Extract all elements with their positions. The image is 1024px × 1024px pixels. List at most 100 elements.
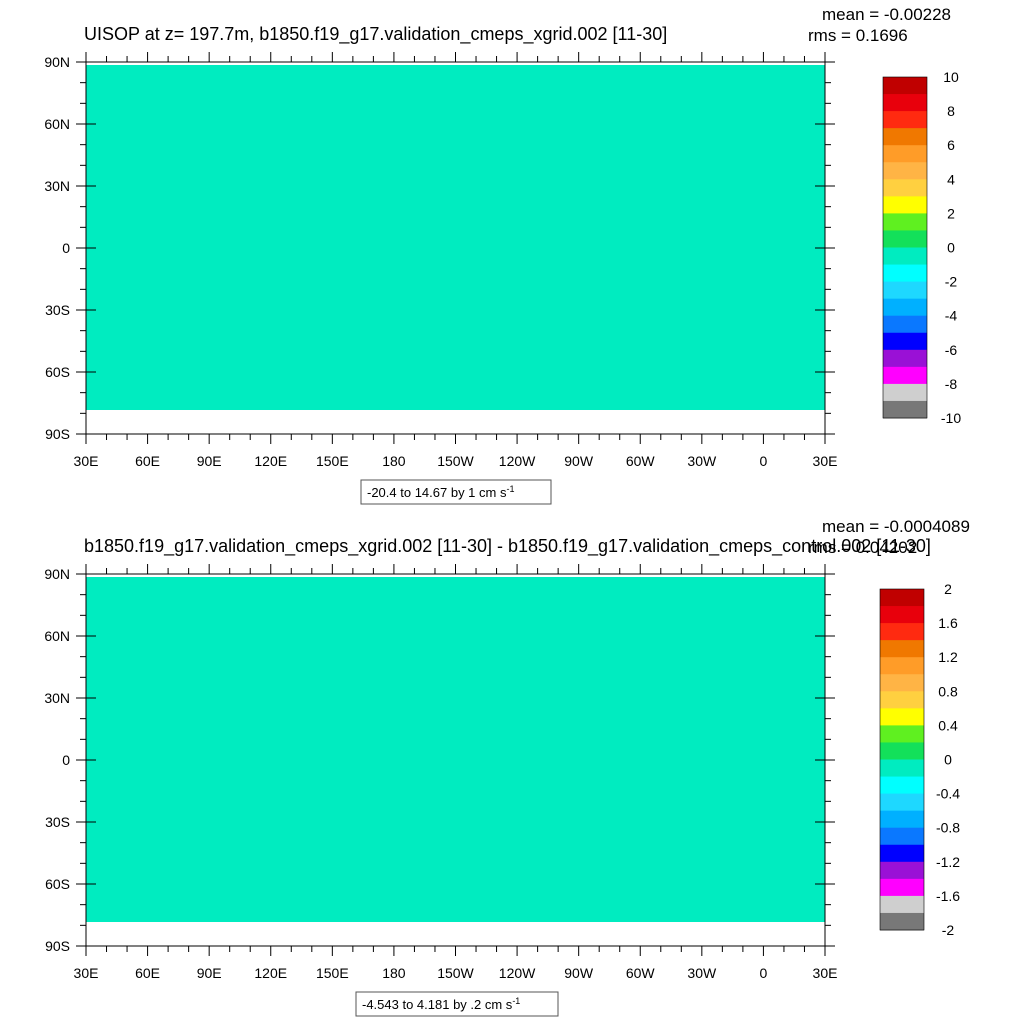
lat-tick-label: 0 xyxy=(62,240,70,256)
lon-tick-label: 90E xyxy=(197,965,222,981)
colorbar-swatch xyxy=(880,725,924,743)
lon-tick-label: 150E xyxy=(316,965,349,981)
lon-tick-label: 60W xyxy=(626,965,656,981)
colorbar-swatch xyxy=(880,657,924,675)
colorbar-label: 0.8 xyxy=(938,683,958,699)
colorbar-swatch xyxy=(880,674,924,692)
lon-tick-label: 60E xyxy=(135,453,160,469)
lon-tick-label: 150E xyxy=(316,453,349,469)
colorbar-label: 10 xyxy=(943,69,959,85)
rms-value: rms = 0.1696 xyxy=(808,26,908,45)
lon-tick-label: 150W xyxy=(437,965,474,981)
colorbar-swatch xyxy=(880,793,924,812)
colorbar-swatch xyxy=(880,623,924,641)
lon-tick-label: 90W xyxy=(564,453,594,469)
colorbar-swatch xyxy=(880,606,924,624)
colorbar-swatch xyxy=(883,162,927,180)
colorbar-swatch xyxy=(883,264,927,283)
colorbar-frame xyxy=(879,588,925,931)
colorbar-label: 0.4 xyxy=(938,717,958,733)
colorbar-swatch xyxy=(883,400,927,419)
lat-tick-label: 60S xyxy=(45,364,70,380)
colorbar-label: 2 xyxy=(947,205,955,221)
colorbar-label: -0.8 xyxy=(936,820,960,836)
colorbar-label: 8 xyxy=(947,103,955,119)
lat-tick-label: 90S xyxy=(45,426,70,442)
range-label-box xyxy=(360,479,552,505)
range-label: -4.543 to 4.181 by .2 cm s-1 xyxy=(362,996,520,1012)
colorbar-label: 6 xyxy=(947,137,955,153)
ocean-background xyxy=(86,65,825,410)
lat-tick-label: 90S xyxy=(45,938,70,954)
lat-tick-label: 90N xyxy=(44,566,70,582)
colorbar-swatch xyxy=(883,332,927,351)
lon-tick-label: 30E xyxy=(813,965,838,981)
lon-tick-label: 120E xyxy=(254,965,287,981)
lat-tick-label: 0 xyxy=(62,752,70,768)
colorbar-label: 1.6 xyxy=(938,615,958,631)
map-field xyxy=(86,65,825,410)
plot-title: UISOP at z= 197.7m, b1850.f19_g17.valida… xyxy=(84,24,667,45)
lon-tick-label: 30E xyxy=(813,453,838,469)
colorbar-swatch xyxy=(883,111,927,129)
colorbar-label: -8 xyxy=(945,376,958,392)
colorbar-label: -2 xyxy=(942,922,955,938)
lon-tick-label: 30E xyxy=(74,965,99,981)
lon-tick-label: 60W xyxy=(626,453,656,469)
lon-tick-label: 60E xyxy=(135,965,160,981)
range-label-box xyxy=(355,991,559,1017)
colorbar-swatch xyxy=(883,94,927,112)
colorbar-label: 4 xyxy=(947,171,955,187)
colorbar-swatch xyxy=(883,196,927,214)
lon-tick-label: 0 xyxy=(760,965,768,981)
lon-tick-label: 120W xyxy=(499,965,536,981)
colorbar-label: -4 xyxy=(945,308,958,324)
colorbar-label: -2 xyxy=(945,274,958,290)
colorbar-swatch xyxy=(883,230,927,248)
colorbar-swatch xyxy=(880,589,924,607)
colorbar-label: 2 xyxy=(944,581,952,597)
colorbar-label: 0 xyxy=(947,240,955,256)
colorbar: 2 1.6 1.2 0.8 0.4 0 -0.4 -0.8 -1.2 -1.6 -2 xyxy=(879,581,960,938)
lat-tick-label: 60S xyxy=(45,876,70,892)
colorbar-swatch xyxy=(883,315,927,334)
panel-1: UISOP at z= 197.7m, b1850.f19_g17.valida… xyxy=(44,5,961,505)
colorbar-label: 0 xyxy=(944,752,952,768)
colorbar-swatch xyxy=(880,640,924,658)
colorbar-swatch xyxy=(880,691,924,709)
lat-tick-label: 90N xyxy=(44,54,70,70)
colorbar-label: -1.6 xyxy=(936,888,960,904)
colorbar: 10 8 6 4 2 0 -2 -4 -6 -8 -10 xyxy=(882,69,961,426)
colorbar-swatch xyxy=(880,895,924,914)
lon-tick-label: 90E xyxy=(197,453,222,469)
plot-title: b1850.f19_g17.validation_cmeps_xgrid.002… xyxy=(84,536,931,557)
map-field xyxy=(86,577,825,922)
colorbar-swatch xyxy=(883,383,927,402)
lon-tick-label: 150W xyxy=(437,453,474,469)
lat-tick-label: 60N xyxy=(44,628,70,644)
colorbar-swatch xyxy=(883,128,927,146)
colorbar-label: 1.2 xyxy=(938,649,958,665)
colorbar-swatch xyxy=(880,776,924,795)
colorbar-swatch xyxy=(880,844,924,863)
colorbar-swatch xyxy=(883,247,927,266)
lon-tick-label: 120E xyxy=(254,453,287,469)
colorbar-swatch xyxy=(883,298,927,317)
colorbar-swatch xyxy=(883,281,927,300)
range-label: -20.4 to 14.67 by 1 cm s-1 xyxy=(367,484,514,500)
colorbar-swatch xyxy=(880,878,924,897)
colorbar-swatch xyxy=(880,708,924,726)
panel-2: b1850.f19_g17.validation_cmeps_xgrid.002… xyxy=(44,517,970,1017)
colorbar-frame xyxy=(882,76,928,419)
mean-value: mean = -0.00228 xyxy=(822,5,951,24)
colorbar-label: -1.2 xyxy=(936,854,960,870)
colorbar-swatch xyxy=(880,827,924,846)
rms-value: rms = 0.04202 xyxy=(808,538,917,557)
colorbar-swatch xyxy=(883,77,927,95)
colorbar-swatch xyxy=(880,759,924,778)
lon-tick-label: 30W xyxy=(687,965,717,981)
lon-tick-label: 0 xyxy=(760,453,768,469)
lon-tick-label: 180 xyxy=(382,965,406,981)
ocean-background xyxy=(86,577,825,922)
